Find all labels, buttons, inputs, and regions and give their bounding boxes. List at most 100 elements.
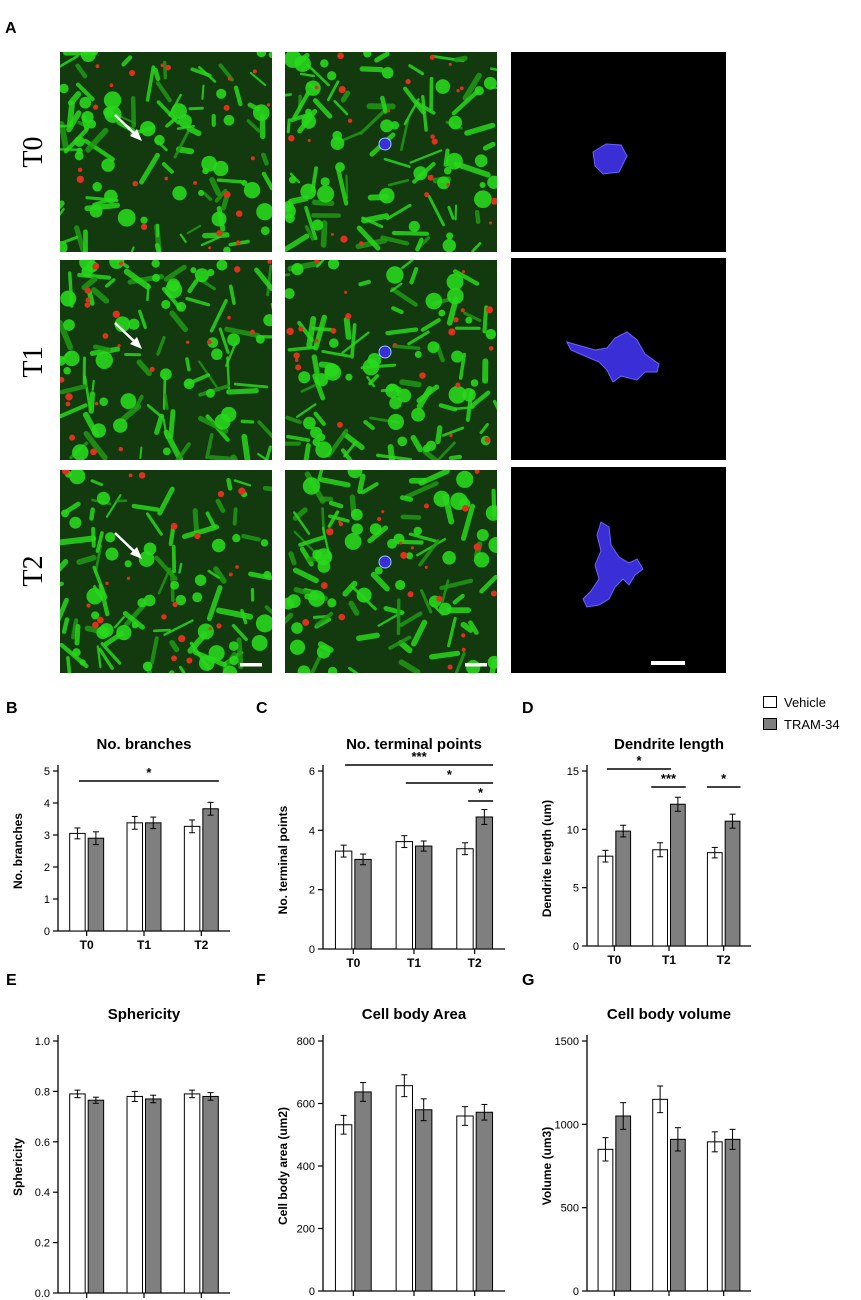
y-tick-label: 1000 <box>555 1119 579 1131</box>
micro-texture <box>60 470 272 673</box>
chart-svg: Sphericity0.00.20.40.60.81.0SphericityT0… <box>11 1006 230 1300</box>
chart-title: No. terminal points <box>346 736 482 753</box>
bar-vehicle <box>334 1124 353 1292</box>
y-tick-label: 0.4 <box>35 1187 50 1199</box>
x-tick-label: T1 <box>662 1298 676 1300</box>
bar-tram34 <box>670 1138 686 1292</box>
chart-svg: Dendrite length 0 5 10 15 Dendrite length (um… <box>540 736 751 967</box>
x-tick-label: T2 <box>717 953 731 967</box>
bar-vehicle <box>395 841 413 950</box>
render-t2 <box>511 467 726 673</box>
row-label-t0: T0 <box>18 136 49 168</box>
x-tick-label: T1 <box>407 1298 421 1300</box>
row-label-t1: T1 <box>18 346 49 378</box>
y-tick-label: 1.0 <box>35 1036 50 1048</box>
y-tick-label: 200 <box>297 1224 315 1236</box>
y-tick-label: 500 <box>561 1203 579 1215</box>
legend-label-tram34: TRAM-34 <box>784 716 840 732</box>
y-tick-label: 5 <box>44 766 50 778</box>
chart-title: Cell body volume <box>607 1006 731 1023</box>
x-tick-label: T2 <box>468 956 482 970</box>
significance-label: *** <box>412 749 428 764</box>
legend-item-vehicle: Vehicle <box>763 691 840 713</box>
micro-texture <box>60 52 272 252</box>
x-tick-label: T2 <box>468 1298 482 1300</box>
significance-label: * <box>146 765 152 780</box>
y-axis-label: Sphericity <box>11 1138 25 1196</box>
micro-texture <box>60 260 272 460</box>
bar-tram34 <box>670 803 686 947</box>
bar-tram34 <box>724 1138 741 1292</box>
x-tick-label: T0 <box>346 1298 360 1300</box>
y-tick-label: 3 <box>44 830 50 842</box>
bar-vehicle <box>597 1148 614 1292</box>
bar-vehicle <box>652 1098 668 1292</box>
panel-letter-g: G <box>522 972 535 989</box>
bar-tram34 <box>202 808 219 932</box>
render-t0 <box>511 52 726 252</box>
micro-texture <box>285 52 497 252</box>
y-axis-label: No. branches <box>11 813 25 889</box>
significance-label: * <box>721 771 727 786</box>
chart-title: No. branches <box>96 736 191 753</box>
panel-letter-f: F <box>256 972 266 989</box>
bar-tram34 <box>615 830 632 947</box>
panel-letter-a: A <box>5 20 17 37</box>
y-tick-label: 0 <box>309 1286 315 1298</box>
chart-no-branches: No. branches 0 1 2 3 4 5 No. branches T0 T1 T2 * <box>0 725 250 975</box>
bar-vehicle <box>456 848 474 950</box>
y-tick-label: 0 <box>309 944 315 956</box>
bar-tram34 <box>415 1109 433 1292</box>
bar-vehicle <box>597 855 614 947</box>
y-tick-label: 400 <box>297 1161 315 1173</box>
chart-svg: Cell body Area 0 200 400 600 800 Cell body are… <box>276 1006 505 1300</box>
bar-tram34 <box>145 1098 162 1294</box>
y-tick-label: 0.6 <box>35 1137 50 1149</box>
y-tick-label: 5 <box>573 883 579 895</box>
bar-tram34 <box>145 822 162 932</box>
y-tick-label: 0 <box>44 926 50 938</box>
micro-t0-overview <box>60 52 272 252</box>
y-tick-label: 800 <box>297 1036 315 1048</box>
bar-vehicle <box>183 825 201 932</box>
x-tick-label: T1 <box>662 953 676 967</box>
micro-t2-overview <box>60 470 272 673</box>
y-axis-label: Dendrite length (um) <box>540 800 554 917</box>
chart-svg: No. terminal points 0 2 4 6 No. terminal poin… <box>276 736 505 970</box>
micro-t1-overview <box>60 260 272 460</box>
y-tick-label: 0 <box>573 1286 579 1298</box>
y-tick-label: 2 <box>44 862 50 874</box>
legend-swatch-vehicle <box>763 696 777 708</box>
y-tick-label: 600 <box>297 1099 315 1111</box>
legend: Vehicle TRAM-34 <box>763 691 840 735</box>
bar-vehicle <box>69 1093 86 1294</box>
render-t1 <box>511 258 726 460</box>
significance-label: * <box>447 767 453 782</box>
scale-bar <box>651 661 685 665</box>
micro-t2-selection <box>285 470 497 673</box>
legend-label-vehicle: Vehicle <box>784 694 826 710</box>
bar-vehicle <box>183 1093 201 1294</box>
y-tick-label: 6 <box>309 766 315 778</box>
significance-label: * <box>636 753 642 768</box>
bar-vehicle <box>456 1115 474 1292</box>
bar-tram34 <box>202 1095 219 1294</box>
bar-tram34 <box>475 816 494 950</box>
row-label-t2: T2 <box>18 555 49 587</box>
bar-tram34 <box>615 1115 632 1292</box>
bar-vehicle <box>395 1085 413 1292</box>
bar-tram34 <box>724 820 741 947</box>
x-tick-label: T1 <box>137 938 151 952</box>
y-tick-label: 0.8 <box>35 1086 50 1098</box>
legend-item-tram34: TRAM-34 <box>763 713 840 735</box>
bar-tram34 <box>354 1091 372 1292</box>
y-axis-label: Volume (um3) <box>540 1127 554 1205</box>
y-tick-label: 0 <box>573 941 579 953</box>
chart-svg: Cell body volume 0 500 1000 1500 Volume (um3)… <box>540 1006 751 1300</box>
chart-dendrite-length: Dendrite length 0 5 10 15 Dendrite length (um… <box>525 725 765 975</box>
y-axis-label: No. terminal points <box>276 805 290 914</box>
y-tick-label: 1500 <box>555 1036 579 1048</box>
y-axis-label: Cell body area (um2) <box>276 1107 290 1225</box>
x-tick-label: T0 <box>607 1298 621 1300</box>
x-tick-label: T2 <box>717 1298 731 1300</box>
